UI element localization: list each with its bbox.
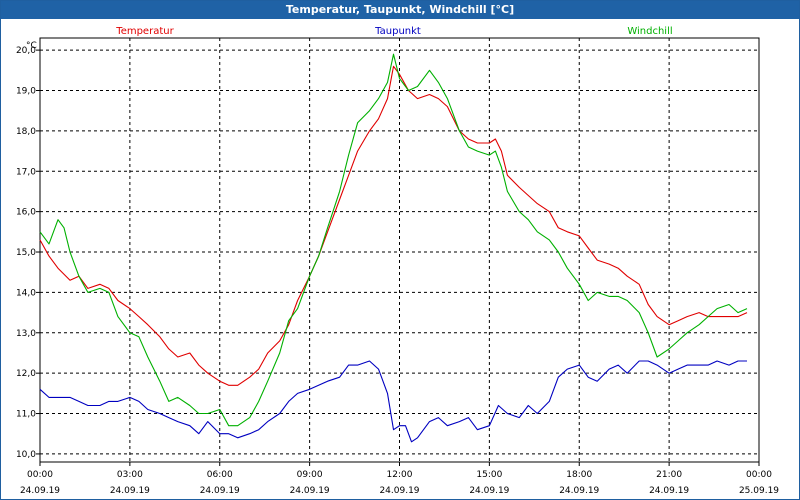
x-tick-date: 24.09.19: [469, 486, 509, 496]
x-tick-time: 09:00: [297, 470, 323, 480]
x-tick-time: 00:00: [746, 470, 772, 480]
y-tick-label: 12,0: [16, 369, 36, 379]
series-line-temperatur: [39, 65, 748, 386]
x-tick-time: 06:00: [207, 470, 233, 480]
x-tick-time: 15:00: [476, 470, 502, 480]
y-tick-label: 16,0: [16, 208, 36, 218]
grid-lines: [39, 38, 760, 462]
y-tick-label: 20,0: [16, 46, 36, 56]
y-tick-label: 14,0: [16, 288, 36, 298]
y-tick-label: 13,0: [16, 329, 36, 339]
x-tick-time: 00:00: [27, 470, 53, 480]
y-tick-label: 17,0: [16, 167, 36, 177]
x-axis: 00:00 24.09.19 03:00 24.09.19 06:00 24.09.19 0…: [20, 462, 779, 496]
x-tick-date: 24.09.19: [379, 486, 419, 496]
legend: Temperatur Taupunkt Windchill: [115, 26, 672, 37]
y-tick-label: 11,0: [16, 410, 36, 420]
legend-temperatur: Temperatur: [115, 26, 174, 37]
y-tick-label: 10,0: [16, 450, 36, 460]
x-tick-date: 24.09.19: [649, 486, 689, 496]
legend-windchill: Windchill: [627, 26, 672, 37]
series-line-windchill: [39, 53, 748, 427]
x-tick-date: 24.09.19: [290, 486, 330, 496]
x-tick-time: 03:00: [117, 470, 143, 480]
x-tick-date: 24.09.19: [559, 486, 599, 496]
legend-taupunkt: Taupunkt: [374, 26, 421, 37]
series-lines: [39, 53, 748, 443]
window-title: Temperatur, Taupunkt, Windchill [°C]: [1, 1, 799, 19]
y-tick-label: 18,0: [16, 127, 36, 137]
x-tick-date: 24.09.19: [200, 486, 240, 496]
x-tick-date: 25.09.19: [739, 486, 779, 496]
x-tick-time: 12:00: [387, 470, 413, 480]
x-tick-time: 18:00: [566, 470, 592, 480]
y-axis: °C 10,0 11,0 12,0 13,0 14,0 15,0 16,0 17,0 18,0 1…: [16, 41, 40, 460]
x-tick-date: 24.09.19: [20, 486, 60, 496]
x-tick-date: 24.09.19: [110, 486, 150, 496]
y-tick-label: 19,0: [16, 86, 36, 96]
x-tick-time: 21:00: [656, 470, 682, 480]
series-line-taupunkt: [39, 360, 747, 443]
y-tick-label: 15,0: [16, 248, 36, 258]
y-axis-label: °C: [26, 41, 37, 51]
